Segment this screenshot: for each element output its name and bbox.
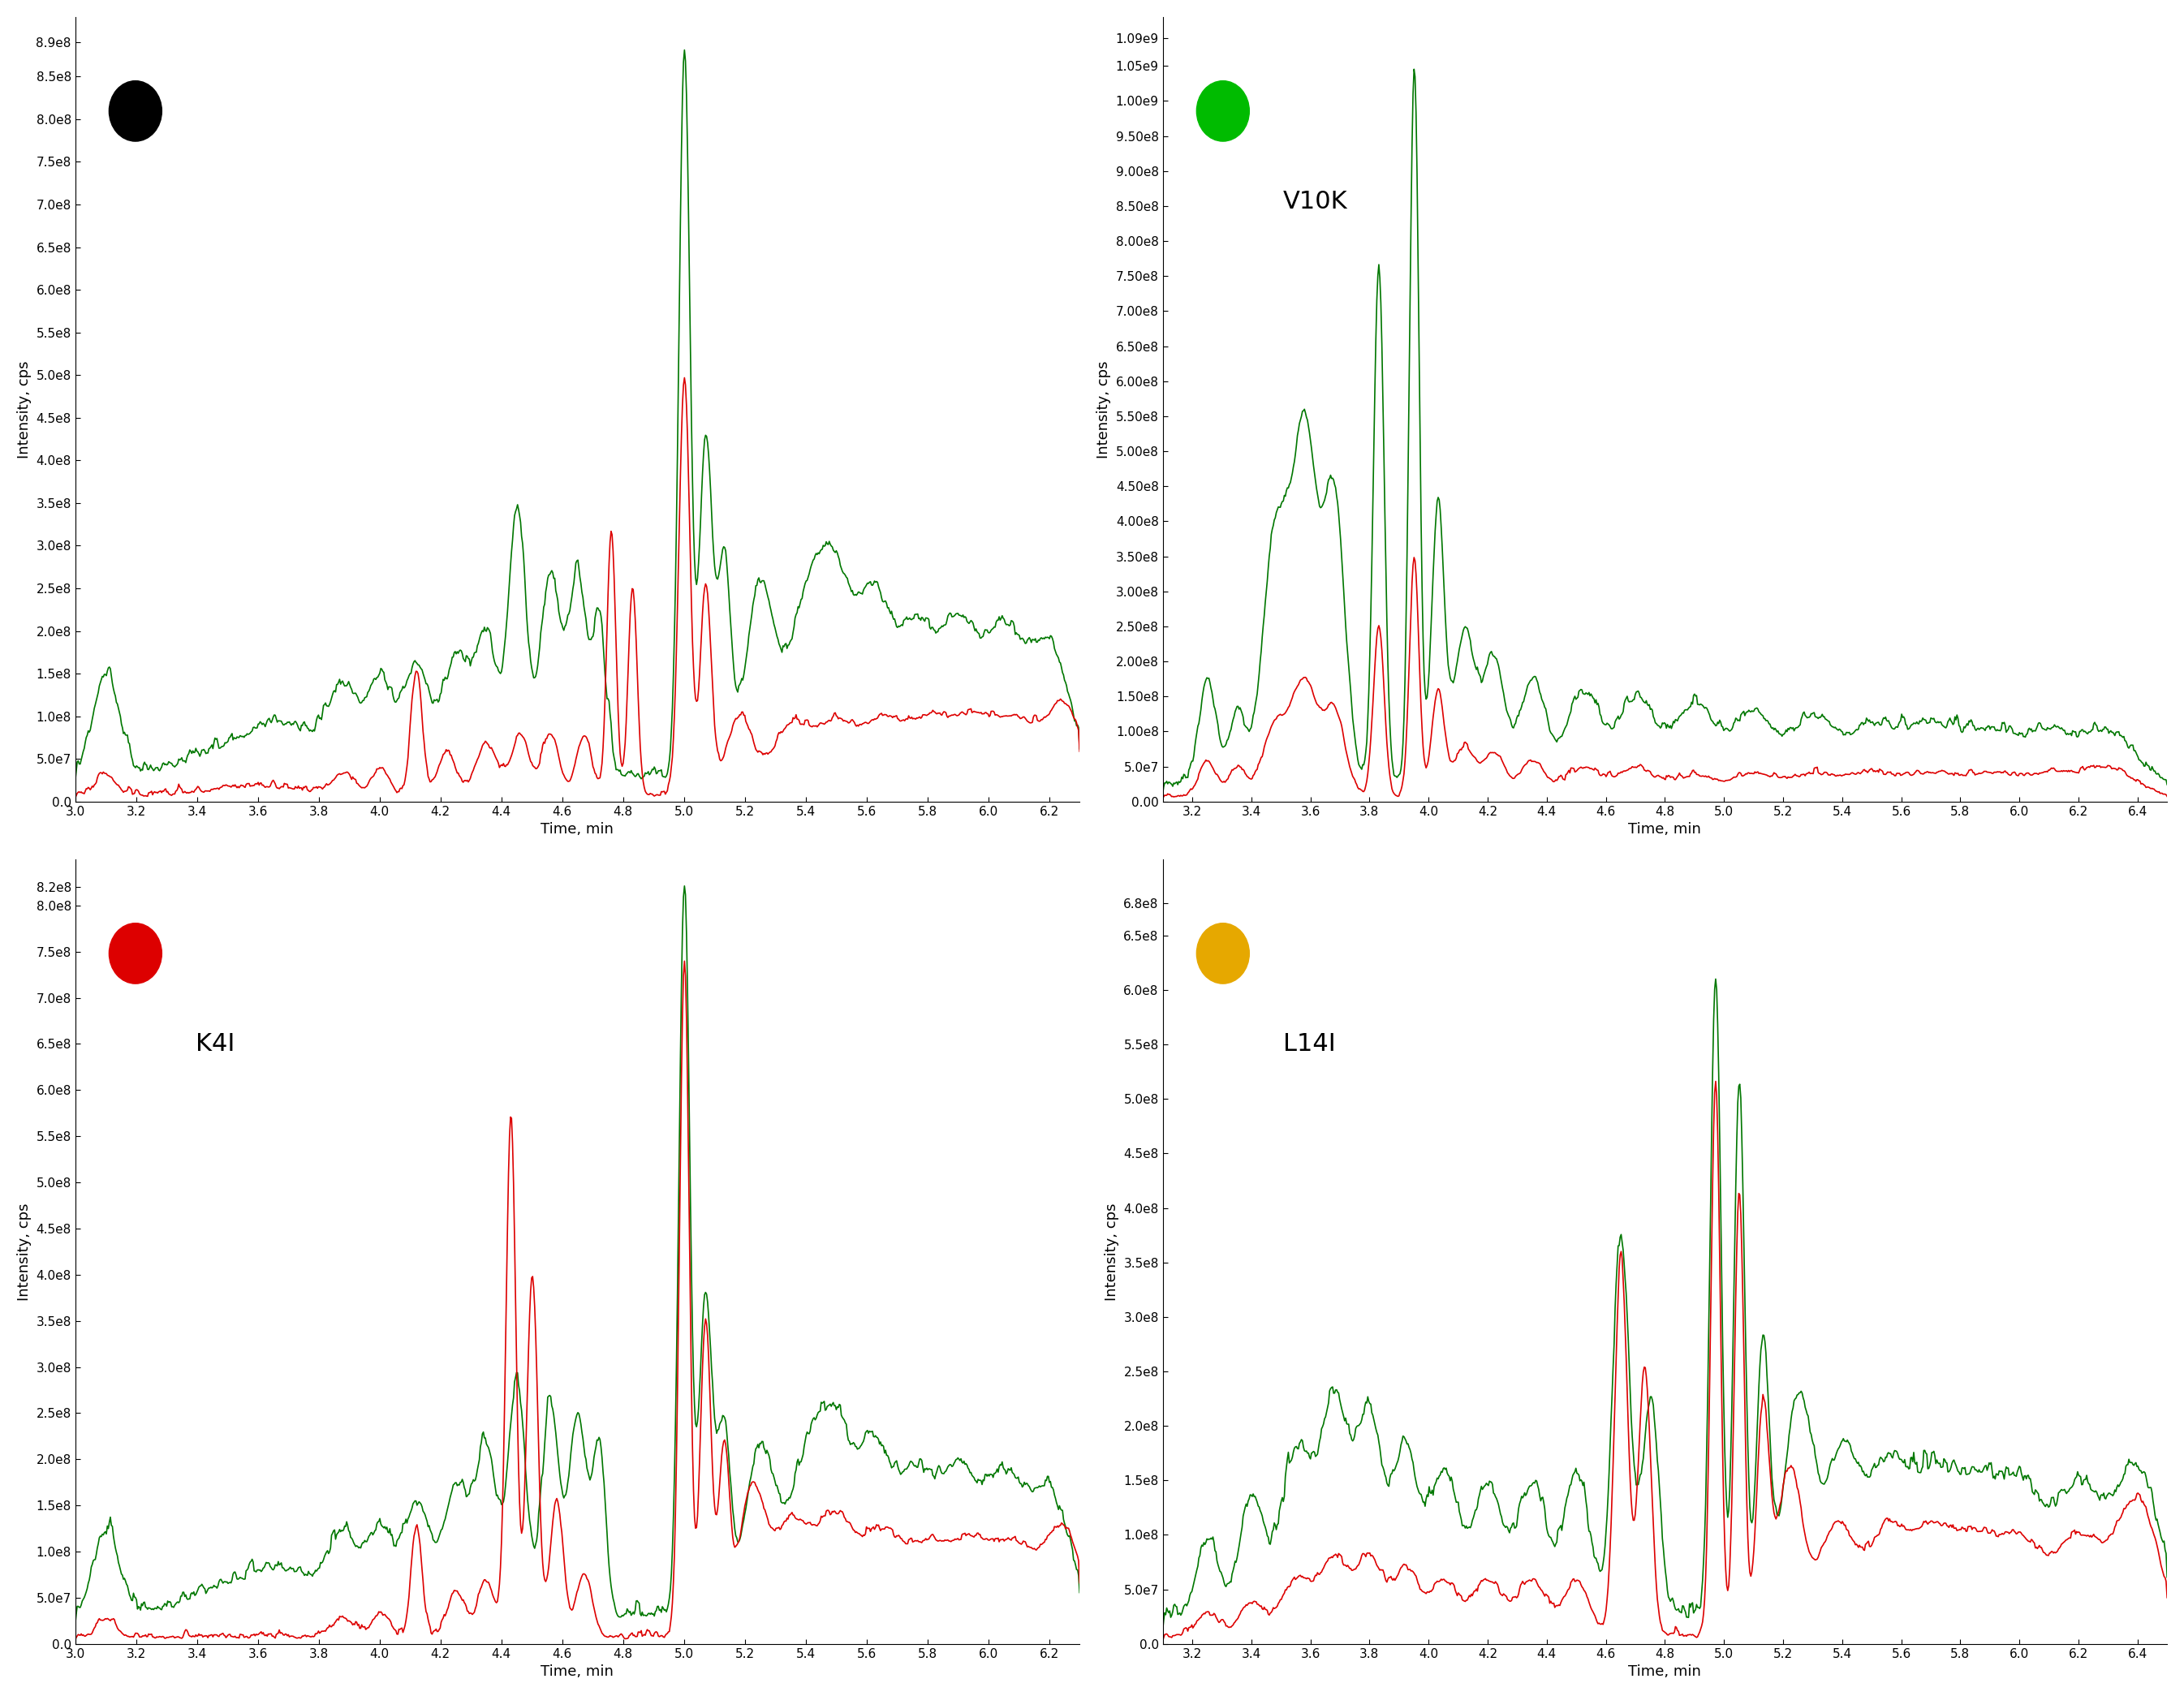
Text: V10K: V10K bbox=[1284, 190, 1348, 214]
Ellipse shape bbox=[109, 923, 162, 984]
Text: L14I: L14I bbox=[1284, 1031, 1337, 1055]
Ellipse shape bbox=[109, 81, 162, 141]
X-axis label: Time, min: Time, min bbox=[542, 823, 614, 836]
Text: K4I: K4I bbox=[197, 1031, 236, 1055]
Ellipse shape bbox=[1197, 81, 1249, 141]
Y-axis label: Intensity, cps: Intensity, cps bbox=[17, 360, 31, 458]
X-axis label: Time, min: Time, min bbox=[542, 1664, 614, 1679]
Ellipse shape bbox=[1197, 923, 1249, 984]
Y-axis label: Intensity, cps: Intensity, cps bbox=[1105, 1202, 1118, 1301]
X-axis label: Time, min: Time, min bbox=[1629, 1664, 1701, 1679]
Y-axis label: Intensity, cps: Intensity, cps bbox=[1096, 360, 1112, 458]
X-axis label: Time, min: Time, min bbox=[1629, 823, 1701, 836]
Y-axis label: Intensity, cps: Intensity, cps bbox=[17, 1202, 31, 1301]
